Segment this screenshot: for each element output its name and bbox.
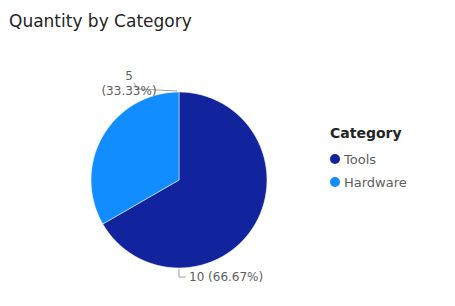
title: Quantity by Category bbox=[9, 11, 192, 31]
slice bbox=[91, 92, 179, 224]
legend-marker bbox=[330, 154, 340, 164]
legend: Category Tools Hardware bbox=[330, 125, 407, 190]
data-label: 10 (66.67%) bbox=[189, 270, 263, 284]
chart: Quantity by Category 10 (66.67%) 5(33.33%)… bbox=[0, 0, 455, 306]
legend-title: Category bbox=[330, 125, 402, 141]
data-label-line: 5 bbox=[125, 69, 133, 83]
legend-marker bbox=[330, 177, 340, 187]
leader-line bbox=[179, 269, 186, 277]
data-label-line: (33.33%) bbox=[101, 84, 156, 98]
legend-label: Tools bbox=[343, 152, 376, 167]
data-label: 5(33.33%) bbox=[101, 69, 156, 98]
legend-label: Hardware bbox=[344, 175, 407, 190]
slices bbox=[91, 92, 267, 268]
data-labels: 10 (66.67%) 5(33.33%) bbox=[101, 69, 263, 284]
